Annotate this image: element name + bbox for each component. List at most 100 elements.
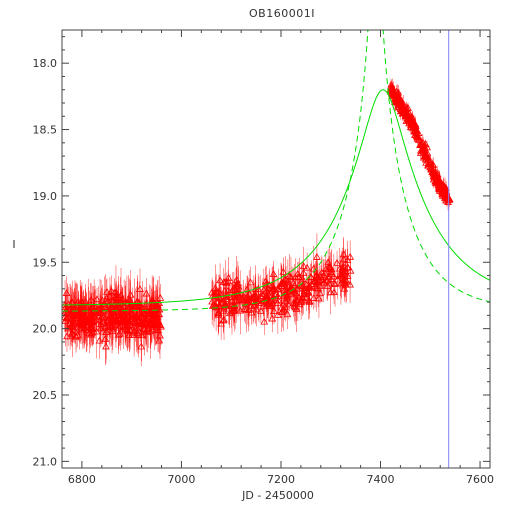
data-point — [313, 253, 321, 260]
x-tick-label: 7000 — [167, 473, 195, 486]
data-point — [419, 142, 428, 149]
data-point — [108, 323, 116, 330]
data-point — [100, 299, 109, 307]
data-point — [251, 288, 260, 295]
data-point — [152, 323, 160, 330]
data-point — [83, 320, 92, 328]
data-point — [96, 324, 105, 332]
data-point — [66, 318, 74, 326]
data-point — [386, 87, 395, 95]
observation-group — [208, 233, 355, 341]
data-point — [212, 303, 220, 311]
data-point — [89, 317, 98, 325]
data-point — [136, 285, 144, 292]
data-point — [244, 294, 253, 302]
data-point — [231, 306, 240, 314]
plot-frame — [61, 29, 491, 469]
data-point — [279, 267, 288, 275]
data-point — [313, 273, 322, 280]
data-point — [257, 306, 265, 314]
data-point — [292, 304, 301, 312]
data-point — [298, 293, 307, 301]
data-point — [216, 276, 224, 284]
data-point — [431, 177, 440, 185]
data-point — [219, 316, 228, 324]
data-point — [270, 307, 278, 314]
data-point — [423, 153, 432, 160]
data-point — [92, 327, 101, 335]
model-curve-dashed — [62, 30, 490, 312]
data-point — [321, 269, 329, 277]
data-point — [260, 317, 269, 325]
data-point — [291, 289, 300, 296]
data-point — [396, 100, 405, 108]
data-point — [75, 319, 84, 326]
data-point — [144, 324, 153, 332]
data-point — [214, 310, 223, 318]
data-point — [433, 178, 442, 185]
data-point — [222, 278, 231, 286]
data-point — [333, 258, 341, 266]
data-point — [340, 270, 349, 278]
data-point — [270, 290, 279, 298]
data-point — [258, 290, 267, 298]
data-point — [396, 103, 405, 111]
data-point — [283, 292, 292, 300]
data-point — [255, 295, 263, 303]
data-point — [106, 304, 114, 312]
data-point — [315, 294, 323, 302]
data-point — [139, 325, 148, 332]
data-point — [327, 275, 335, 282]
data-point — [125, 331, 133, 339]
data-point — [277, 281, 286, 289]
data-point — [263, 300, 272, 308]
data-point — [110, 288, 119, 296]
data-point — [102, 342, 110, 350]
data-point — [126, 325, 135, 333]
data-point — [137, 342, 146, 350]
data-point — [279, 305, 288, 313]
data-point — [250, 301, 259, 308]
data-point — [277, 303, 286, 311]
data-point — [96, 306, 104, 313]
data-point — [239, 295, 248, 303]
data-point — [407, 117, 416, 125]
data-point — [114, 318, 123, 326]
data-point — [323, 282, 332, 289]
data-point — [259, 302, 268, 310]
data-point — [390, 98, 399, 105]
data-point — [326, 288, 335, 296]
data-point — [87, 330, 95, 338]
data-point — [305, 297, 314, 305]
data-point — [70, 311, 79, 319]
data-point — [136, 308, 144, 316]
data-point — [230, 301, 239, 308]
data-point — [313, 278, 322, 286]
data-point — [268, 285, 276, 293]
data-point — [389, 91, 398, 98]
data-point — [411, 126, 420, 134]
data-point — [156, 293, 165, 301]
data-point — [72, 332, 80, 340]
data-point — [77, 303, 85, 311]
data-point — [273, 310, 282, 318]
observation-group — [62, 265, 165, 367]
data-point — [142, 289, 151, 297]
y-axis-title: I — [12, 238, 15, 251]
data-point — [67, 304, 75, 312]
data-point — [310, 276, 319, 284]
y-axis: 18.0 18.5 19.0 19.5 20.0 20.5 21.0 — [33, 36, 490, 468]
data-point — [81, 315, 90, 323]
data-point — [274, 285, 283, 293]
data-point — [129, 312, 138, 320]
data-point — [216, 298, 225, 306]
data-point — [274, 292, 282, 300]
data-point — [429, 167, 438, 175]
x-axis-title: JD - 2450000 — [241, 489, 314, 502]
model-curve-solid — [62, 89, 490, 306]
data-point — [292, 295, 301, 303]
y-tick-label: 20.5 — [33, 389, 58, 402]
data-point — [302, 281, 311, 288]
x-axis: 6800 7000 7200 7400 7600 — [61, 30, 494, 486]
observation-group — [386, 78, 454, 211]
